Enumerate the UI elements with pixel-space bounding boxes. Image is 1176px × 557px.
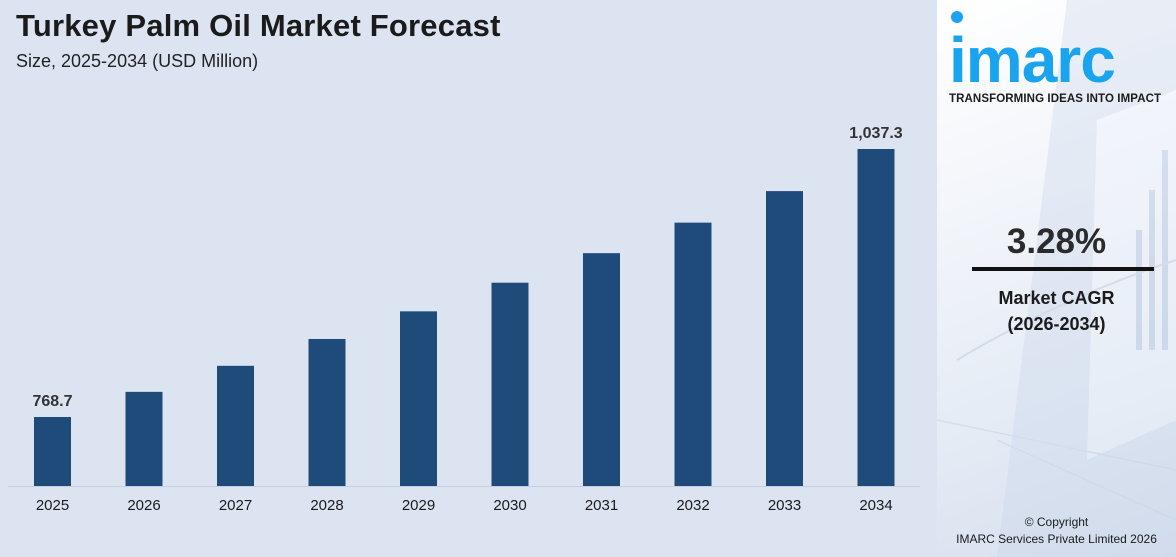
copyright-line: © Copyright	[1024, 515, 1089, 529]
x-tick-label-2031: 2031	[585, 497, 618, 514]
x-tick-label-2032: 2032	[676, 497, 709, 514]
x-tick-label-2028: 2028	[310, 497, 343, 514]
chart-title: Turkey Palm Oil Market Forecast	[16, 8, 501, 43]
x-tick-label-2027: 2027	[219, 497, 252, 514]
bar-2032	[674, 222, 712, 487]
x-tick-label-2033: 2033	[768, 497, 801, 514]
cagr-label-period: (2026-2034)	[1007, 314, 1106, 334]
bar-2030	[491, 282, 529, 486]
x-tick-label-2029: 2029	[402, 497, 435, 514]
logo-wordmark: imarc	[949, 24, 1115, 96]
bar-2026	[125, 391, 163, 486]
x-tick-label-2034: 2034	[859, 497, 892, 514]
imarc-logo: imarc	[949, 11, 1116, 96]
cagr-label-title: Market CAGR	[998, 288, 1115, 308]
chart-panel: 2025 768.7 2026 2027 2028 2029 2030 2031 2032 203…	[8, 8, 920, 514]
logo-tagline: TRANSFORMING IDEAS INTO IMPACT	[949, 93, 1162, 105]
side-panel: imarc TRANSFORMING IDEAS INTO IMPACT 3.2…	[937, 0, 1176, 557]
bar-2029	[400, 311, 437, 486]
bar-2027	[217, 365, 254, 486]
bar-2028	[308, 338, 346, 486]
copyright: © Copyright IMARC Services Private Limit…	[937, 514, 1176, 548]
x-tick-label-2030: 2030	[493, 497, 526, 514]
bar-2033	[766, 191, 803, 487]
chart-subtitle: Size, 2025-2034 (USD Million)	[16, 51, 259, 71]
cagr-label: Market CAGR (2026-2034)	[937, 285, 1176, 337]
bar-chart: 2025 768.7 2026 2027 2028 2029 2030 2031 2032 203…	[8, 125, 920, 514]
copyright-owner: IMARC Services Private Limited 2026	[956, 532, 1157, 546]
bar-2034	[857, 149, 895, 486]
x-tick-label-2026: 2026	[127, 497, 160, 514]
cagr-divider	[972, 267, 1154, 271]
x-tick-label-2025: 2025	[36, 497, 69, 514]
bar-2025	[34, 417, 71, 486]
cagr-value: 3.28%	[1006, 222, 1107, 261]
data-label-2034: 1,037.3	[849, 125, 902, 142]
data-label-2025: 768.7	[32, 393, 72, 410]
bar-2031	[583, 253, 620, 486]
